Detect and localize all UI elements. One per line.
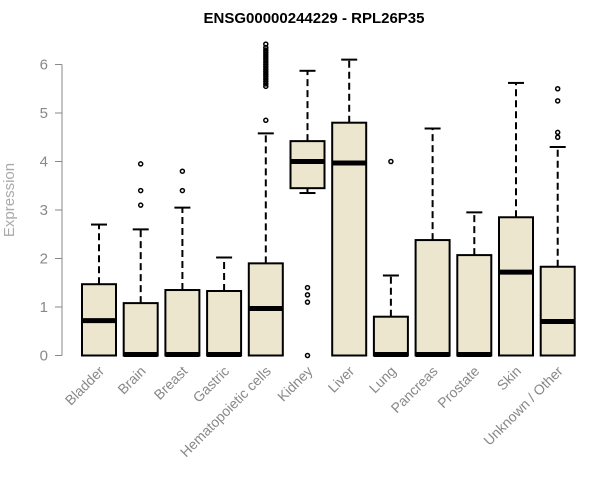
box-prostate [456,211,493,358]
box-brain [122,161,159,358]
outlier-point [263,78,269,85]
box-unknown-other [539,86,576,357]
y-axis-label: Expression [1,163,18,237]
outlier-point [137,161,144,167]
y-tick-label: 0 [40,348,48,365]
box-iqr [414,239,451,357]
outlier-point [137,202,144,208]
box-iqr [164,289,201,357]
x-tick-label: Kidney [274,363,316,405]
outlier-point [137,187,144,194]
box-iqr [331,121,368,357]
x-tick-label: Brain [114,363,148,397]
box-liver [331,58,368,357]
outlier-point [263,49,269,56]
box-iqr [539,265,576,357]
outlier-point [263,76,269,82]
y-tick-label: 2 [40,251,48,268]
box-gastric [206,256,243,358]
outlier-point [263,117,269,124]
x-tick-label: Liver [325,363,358,396]
x-tick-label: Skin [494,363,525,394]
outlier-point [263,54,269,60]
box-iqr [456,254,493,357]
y-tick-label: 6 [40,57,48,74]
boxes-group [81,41,576,359]
outlier-point [263,52,269,58]
y-axis: 0 1 2 3 4 5 6 [40,57,63,365]
outlier-point [554,134,561,140]
outlier-point [304,299,311,305]
box-lung [372,158,409,358]
outlier-point [263,71,269,77]
y-tick-label: 5 [40,105,48,122]
outlier-point [263,73,269,80]
x-tick-label: Lung [366,363,399,396]
outlier-point [179,168,186,174]
outlier-point [179,187,186,194]
outlier-point [263,83,269,90]
outlier-point [263,81,269,87]
box-iqr [372,315,409,357]
box-skin [498,81,534,357]
box-hematopoietic-cells [247,41,284,357]
outlier-point [554,98,561,104]
box-kidney [289,69,326,359]
outlier-point [388,158,394,165]
outlier-point [263,69,269,75]
outlier-point [554,86,561,92]
y-tick-label: 4 [40,154,48,171]
box-iqr [289,140,326,190]
outlier-point [304,352,311,359]
y-tick-label: 1 [40,299,48,316]
outlier-point [304,292,311,298]
x-tick-label: Bladder [62,363,108,409]
x-tick-label: Unknown / Other [480,363,566,449]
box-pancreas [414,127,451,358]
outlier-point [263,66,269,73]
outlier-point [263,56,269,63]
outlier-point [304,284,311,291]
outlier-point [263,47,269,53]
box-bladder [81,223,117,357]
outlier-point [554,129,561,136]
outlier-point [263,59,269,65]
box-iqr [122,302,159,357]
box-iqr [498,216,534,357]
box-breast [164,168,201,358]
chart-title: ENSG00000244229 - RPL26P35 [204,10,425,27]
y-tick-label: 3 [40,202,48,219]
outlier-point [263,64,269,70]
box-iqr [206,289,243,357]
outlier-point [263,61,269,68]
x-tick-label: Prostate [434,363,482,411]
outlier-point [263,41,269,47]
x-tick-label: Breast [151,363,191,403]
